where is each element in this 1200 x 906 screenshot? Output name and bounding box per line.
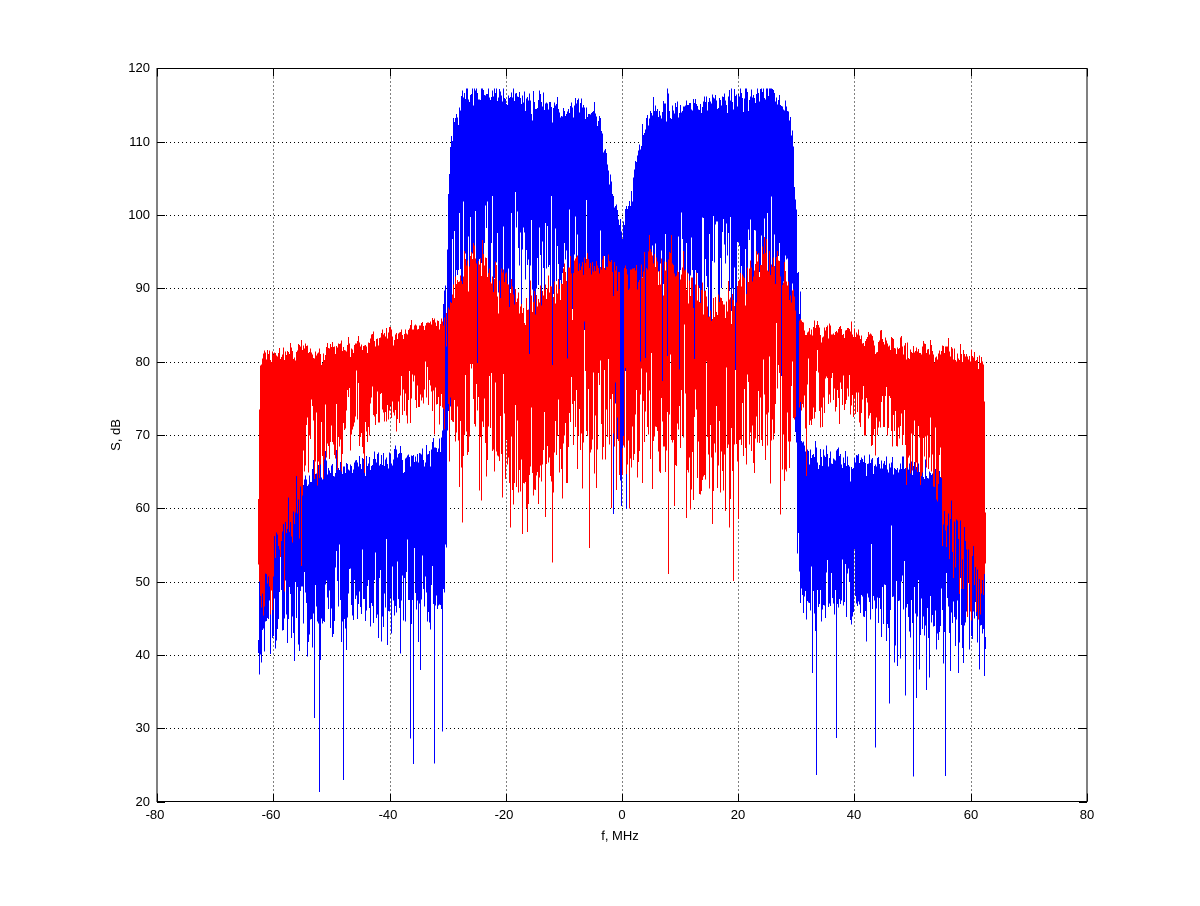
svg-text:-20: -20	[495, 807, 514, 822]
svg-text:40: 40	[847, 807, 861, 822]
svg-text:40: 40	[136, 647, 150, 662]
svg-text:30: 30	[136, 720, 150, 735]
svg-text:120: 120	[128, 60, 150, 75]
svg-text:80: 80	[136, 354, 150, 369]
svg-text:100: 100	[128, 207, 150, 222]
svg-text:60: 60	[964, 807, 978, 822]
svg-text:0: 0	[618, 807, 625, 822]
svg-text:-80: -80	[146, 807, 165, 822]
svg-text:20: 20	[731, 807, 745, 822]
svg-text:f, MHz: f, MHz	[601, 828, 639, 843]
svg-text:110: 110	[129, 134, 150, 149]
svg-text:S, dB: S, dB	[108, 419, 123, 451]
svg-text:60: 60	[136, 500, 150, 515]
svg-text:50: 50	[136, 574, 150, 589]
svg-text:70: 70	[136, 427, 150, 442]
svg-text:-40: -40	[379, 807, 398, 822]
svg-text:90: 90	[136, 280, 150, 295]
svg-text:-60: -60	[262, 807, 281, 822]
svg-text:80: 80	[1080, 807, 1094, 822]
svg-text:20: 20	[136, 794, 150, 809]
